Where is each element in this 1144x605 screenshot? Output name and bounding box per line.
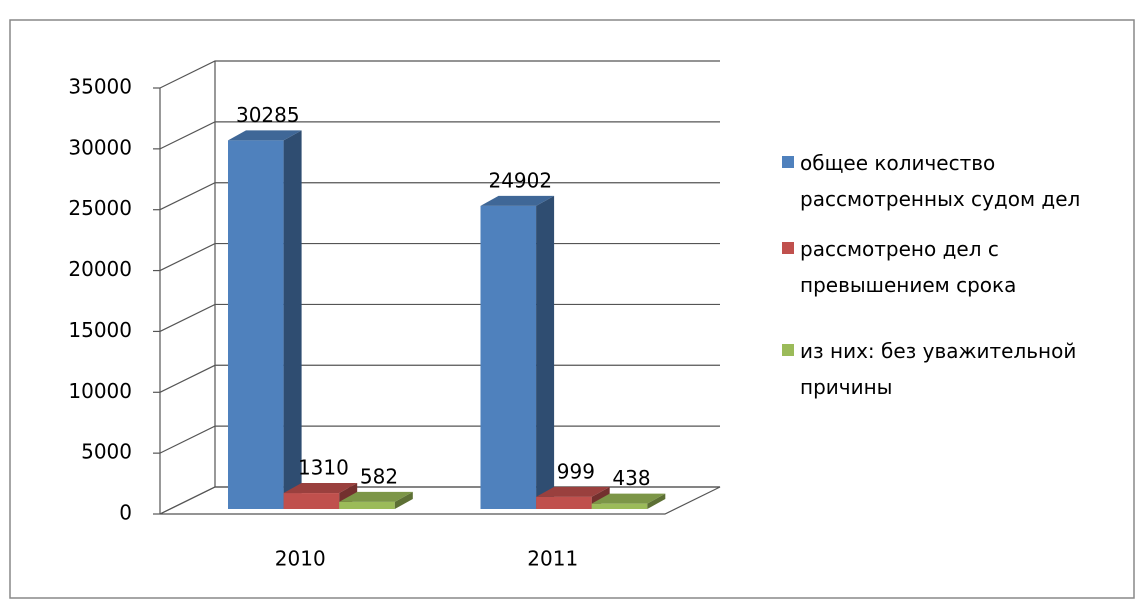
bar-front — [283, 493, 340, 509]
y-tick-label: 25000 — [68, 196, 132, 220]
bar-front — [480, 205, 537, 509]
data-label: 999 — [557, 459, 595, 483]
bar-side — [394, 491, 413, 509]
grid-line — [159, 121, 720, 150]
bar-side — [283, 130, 302, 509]
bar — [480, 195, 555, 509]
legend-label: рассмотрено дел с превышением срока — [800, 237, 1017, 297]
bar-top — [480, 195, 555, 206]
data-label: 438 — [612, 466, 650, 490]
bar-front — [536, 496, 592, 509]
y-tick-label: 35000 — [68, 75, 132, 99]
bar-front — [591, 503, 648, 509]
y-tick-label: 0 — [119, 501, 132, 525]
data-label: 24902 — [488, 168, 552, 192]
data-label: 1310 — [298, 456, 349, 480]
bar-front — [228, 140, 284, 509]
data-label: 582 — [360, 464, 398, 488]
bar — [591, 493, 666, 509]
legend-swatch — [782, 156, 794, 168]
bar-top — [536, 486, 610, 497]
grid-line — [159, 182, 720, 211]
bar-side — [536, 195, 555, 509]
x-tick-label: 2010 — [275, 547, 326, 571]
legend-item: из них: без уважительной причины — [780, 333, 1110, 405]
legend-item: общее количество рассмотренных судом дел — [780, 145, 1110, 217]
y-tick-label: 10000 — [68, 379, 132, 403]
bar-top — [228, 130, 302, 141]
y-tick-label: 5000 — [81, 440, 132, 464]
y-tick-label: 20000 — [68, 257, 132, 281]
data-label: 30285 — [236, 103, 300, 127]
legend-swatch — [782, 242, 794, 254]
legend-swatch — [782, 344, 794, 356]
bar-top — [339, 491, 413, 502]
x-tick-label: 2011 — [527, 547, 578, 571]
chart-border — [9, 19, 1135, 599]
bar — [283, 483, 358, 509]
bar — [339, 491, 413, 509]
grid-line — [159, 60, 720, 89]
legend: общее количество рассмотренных судом дел… — [780, 145, 1110, 405]
bar — [228, 130, 302, 509]
legend-label: общее количество рассмотренных судом дел — [800, 151, 1081, 211]
bar-side — [647, 493, 666, 509]
bar-top — [283, 483, 358, 494]
y-tick-label: 15000 — [68, 318, 132, 342]
legend-label: из них: без уважительной причины — [800, 339, 1077, 399]
y-tick-label: 30000 — [68, 135, 132, 159]
legend-item: рассмотрено дел с превышением срока — [780, 231, 1110, 303]
bar-top — [591, 493, 666, 504]
bar-front — [339, 501, 395, 509]
